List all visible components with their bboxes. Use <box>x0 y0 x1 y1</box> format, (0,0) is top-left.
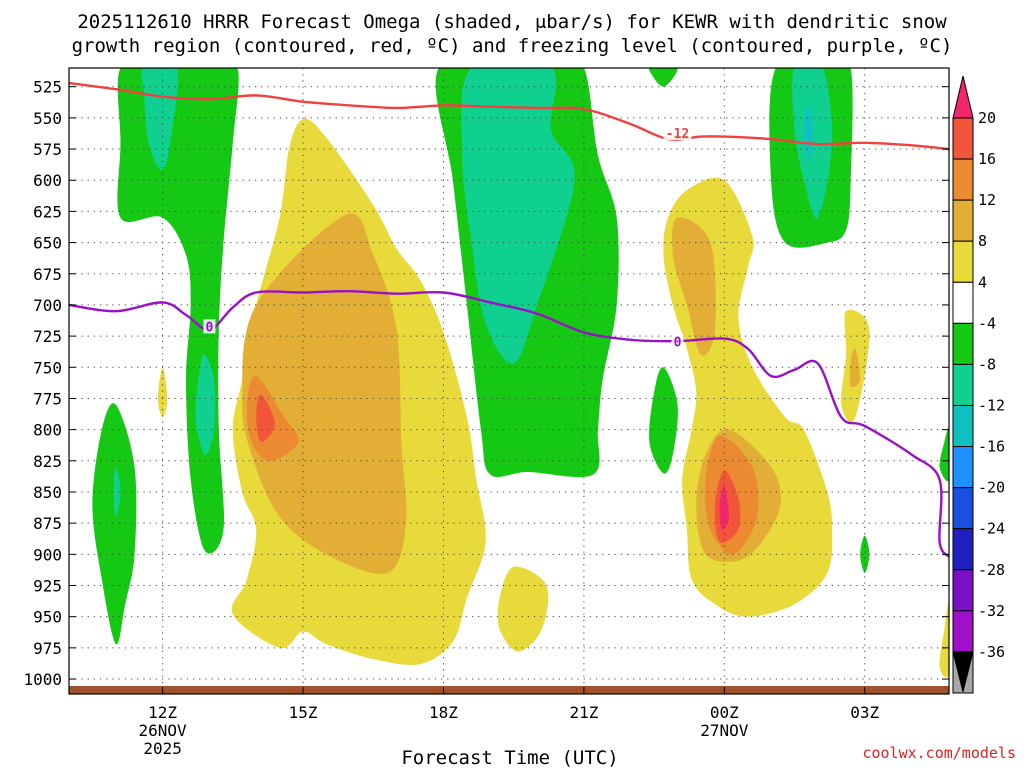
omega-region-neg8-4 <box>113 467 121 517</box>
x-tick-year: 2025 <box>143 739 182 758</box>
omega-region-neg4-2 <box>648 68 678 87</box>
isotherm-label-bg <box>203 319 216 334</box>
colorbar-box-1 <box>952 117 974 160</box>
colorbar-box-3 <box>952 199 974 242</box>
colorbar-box-7 <box>952 363 974 406</box>
colorbar-box-11 <box>952 528 974 571</box>
omega-region-4-5 <box>939 602 949 678</box>
y-tick-label-875: 875 <box>33 514 62 533</box>
colorbar-label-4: 4 <box>978 273 987 291</box>
omega-region-4-3 <box>497 566 549 652</box>
colorbar-label-3: 8 <box>978 232 987 250</box>
x-tick-label-00Z: 00Z <box>710 703 739 722</box>
colorbar-label-0: 20 <box>978 109 996 127</box>
isotherm-line-0 <box>69 81 949 151</box>
isotherm-labels: -12 0 0 <box>203 126 692 350</box>
colorbar-box-12 <box>952 569 974 612</box>
y-tick-label-750: 750 <box>33 358 62 377</box>
y-tick-label-1000: 1000 <box>23 670 62 689</box>
colorbar-label-12: -32 <box>978 602 1005 620</box>
chart-title-line1: 2025112610 HRRR Forecast Omega (shaded, … <box>77 11 947 33</box>
colorbar-label-1: 16 <box>978 150 996 168</box>
x-tick-label-15Z: 15Z <box>289 703 318 722</box>
isotherm-label-0: -12 <box>666 127 689 142</box>
colorbar-label-8: -16 <box>978 438 1005 456</box>
colorbar-box-2 <box>952 158 974 201</box>
colorbar-label-2: 12 <box>978 191 996 209</box>
x-tick-label-03Z: 03Z <box>850 703 879 722</box>
y-tick-label-675: 675 <box>33 265 62 284</box>
colorbar-box-8 <box>952 404 974 448</box>
omega-region-neg4-4 <box>92 403 137 645</box>
omega-region-neg8-1 <box>461 68 575 364</box>
colorbar-label-11: -28 <box>978 561 1005 579</box>
colorbar-box-5 <box>952 281 974 324</box>
x-axis-label: Forecast Time (UTC) <box>401 747 618 768</box>
isotherm-line-1 <box>69 289 949 558</box>
isotherm-label-bg <box>663 126 692 141</box>
omega-region-8-3 <box>849 347 861 388</box>
y-tick-label-725: 725 <box>33 327 62 346</box>
omega-region-neg12-0 <box>803 105 814 162</box>
colorbar-label-10: -24 <box>978 520 1005 538</box>
y-tick-label-800: 800 <box>33 421 62 440</box>
colorbar: 20 16 12 8 4 -4 -8 -12 -16 -20 -24 -28 -32 -36 <box>952 75 1005 694</box>
omega-region-neg4-5 <box>649 367 678 474</box>
colorbar-box-13 <box>952 610 974 653</box>
colorbar-top-arrow <box>952 75 974 119</box>
gridlines <box>69 68 949 694</box>
colorbar-label-9: -20 <box>978 479 1005 497</box>
y-tick-label-775: 775 <box>33 389 62 408</box>
x-tick-label-21Z: 21Z <box>569 703 598 722</box>
y-tick-label-625: 625 <box>33 202 62 221</box>
omega-region-16-0 <box>256 394 275 443</box>
y-tick-label-900: 900 <box>33 545 62 564</box>
y-tick-label-525: 525 <box>33 78 62 97</box>
y-tick-label-950: 950 <box>33 608 62 627</box>
colorbar-box-9 <box>952 446 974 489</box>
y-axis: 525 550 575 600 625 650 675 700 725 750 775 800 825 8… <box>23 78 949 689</box>
x-tick-date: 26NOV <box>139 721 188 740</box>
colorbar-label-5: -4 <box>978 314 996 332</box>
y-tick-label-925: 925 <box>33 577 62 596</box>
y-tick-label-825: 825 <box>33 452 62 471</box>
omega-region-8-0 <box>242 213 407 575</box>
isotherm-label-2: 0 <box>674 335 682 350</box>
omega-region-neg8-0 <box>141 68 179 171</box>
omega-region-4-4 <box>157 367 168 418</box>
x-tick-date: 27NOV <box>700 721 749 740</box>
y-tick-label-975: 975 <box>33 639 62 658</box>
chart-title-line2: growth region (contoured, red, ºC) and f… <box>72 35 953 57</box>
omega-region-neg4-6 <box>860 535 870 573</box>
x-tick-label-18Z: 18Z <box>429 703 458 722</box>
omega-region-20-0 <box>719 485 730 530</box>
y-tick-label-650: 650 <box>33 234 62 253</box>
colorbar-label-6: -8 <box>978 355 996 373</box>
colorbar-box-6 <box>952 322 974 365</box>
colorbar-box-10 <box>952 487 974 530</box>
colorbar-box-4 <box>952 240 974 283</box>
colorbar-label-7: -12 <box>978 396 1005 414</box>
y-tick-label-550: 550 <box>33 109 62 128</box>
colorbar-label-13: -36 <box>978 643 1005 661</box>
x-tick-label-12Z: 12Z <box>148 703 177 722</box>
isotherm-label-1: 0 <box>206 320 214 335</box>
y-tick-label-575: 575 <box>33 140 62 159</box>
omega-region-neg4-7 <box>939 428 949 482</box>
y-tick-label-600: 600 <box>33 171 62 190</box>
terrain-band <box>69 686 949 694</box>
y-tick-label-700: 700 <box>33 296 62 315</box>
omega-region-8-1 <box>671 217 716 356</box>
credit-link[interactable]: coolwx.com/models <box>862 744 1016 762</box>
isotherm-label-bg <box>671 334 684 349</box>
omega-shading <box>92 68 949 678</box>
isotherm-contours <box>69 81 949 558</box>
colorbar-bottom-arrow <box>952 651 974 693</box>
plot-frame <box>68 67 950 695</box>
y-tick-label-850: 850 <box>33 483 62 502</box>
